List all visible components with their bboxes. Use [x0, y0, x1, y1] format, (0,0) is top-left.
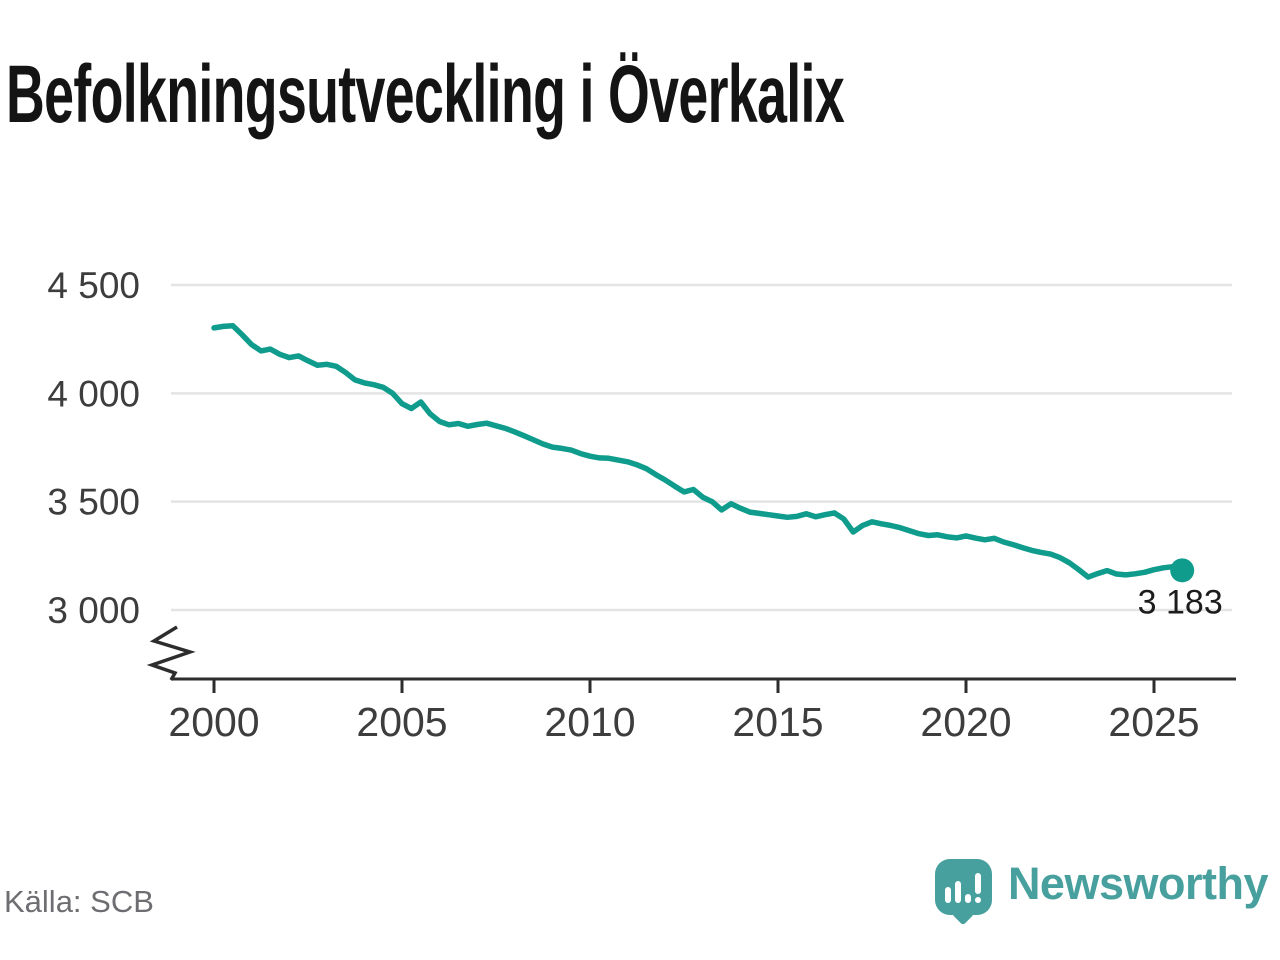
logo-bar-icon: [955, 881, 962, 903]
y-tick-label: 4 000: [47, 373, 140, 414]
source-note: Källa: SCB: [4, 884, 154, 919]
x-tick-label: 2005: [356, 699, 447, 745]
logo-exclamation-icon: [975, 873, 982, 903]
bar-chart-exclamation-speech-bubble-icon: [934, 859, 992, 915]
x-tick-label: 2015: [732, 699, 823, 745]
x-tick-label: 2025: [1108, 699, 1199, 745]
newsworthy-logo: Newsworthy: [934, 858, 1269, 916]
logo-wordmark: Newsworthy: [1007, 858, 1269, 909]
y-tick-label: 3 500: [47, 482, 140, 523]
x-tick-label: 2000: [168, 699, 259, 745]
last-point-dot: [1170, 558, 1195, 583]
last-value-label: 3 183: [1138, 583, 1223, 621]
population-line: [211, 322, 1185, 580]
y-tick-label: 4 500: [47, 265, 140, 306]
x-tick-label: 2010: [544, 699, 635, 745]
y-axis-break-icon: [146, 625, 196, 681]
chart-title: Befolkningsutveckling i Överkalix: [6, 49, 845, 140]
x-tick-label: 2020: [920, 699, 1011, 745]
logo-bar-icon: [965, 894, 972, 903]
y-tick-label: 3 000: [47, 590, 140, 631]
logo-bar-icon: [945, 887, 952, 903]
